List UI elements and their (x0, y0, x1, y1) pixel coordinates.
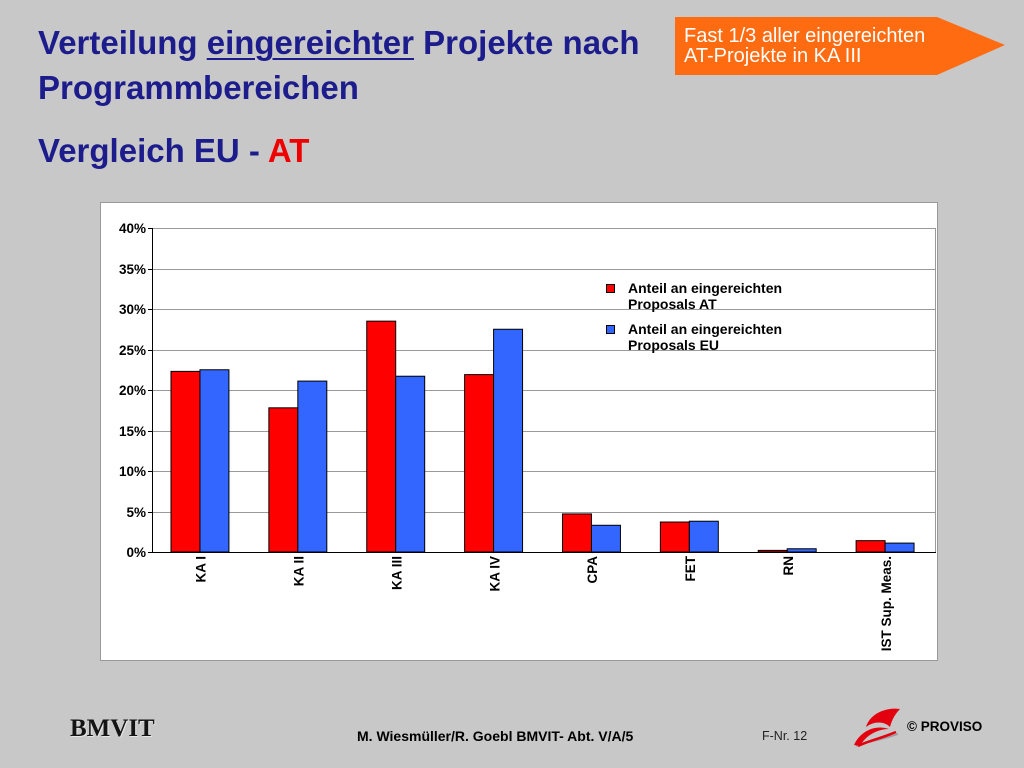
y-tick-label: 35% (119, 262, 146, 277)
proviso-logo-icon (852, 705, 902, 748)
bar-cpa-eu (590, 524, 621, 553)
bar-cpa-at (561, 513, 592, 553)
bar-ka-iii-eu (395, 375, 426, 553)
x-tick-label: CPA (585, 556, 600, 584)
y-tick-label: 10% (119, 464, 146, 479)
y-tick-label: 20% (119, 383, 146, 398)
subtitle-text: Vergleich EU - (38, 132, 260, 169)
title-text-end: Projekte nach (423, 24, 640, 61)
y-tick-label: 30% (119, 302, 146, 317)
bar-ist-sup-meas-eu (884, 542, 915, 553)
bar-ka-iii-at (366, 320, 397, 553)
x-tick-label: KA II (292, 556, 307, 586)
bar-rn-eu (786, 548, 817, 553)
x-tick-label: FET (683, 555, 698, 581)
callout-text: Fast 1/3 aller eingereichten AT-Projekte… (684, 26, 925, 66)
chart-legend: Anteil an eingereichten Proposals AT Ant… (606, 280, 806, 362)
x-tick-label: KA IV (487, 556, 502, 592)
slide-title: Verteilung eingereichter Projekte nach P… (38, 20, 640, 110)
y-tick-label: 15% (119, 424, 146, 439)
subtitle-highlight: AT (267, 132, 310, 169)
x-tick-label: KA I (194, 556, 209, 583)
legend-swatch-at (606, 284, 615, 293)
callout-line-2: AT-Projekte in KA III (684, 45, 862, 67)
bar-chart: 0% 5% 10% 15% 20% 25% 30% 35% 40% KA I KA II KA III… (100, 202, 938, 661)
y-tick-label: 5% (126, 505, 146, 520)
bar-fet-eu (688, 520, 719, 553)
bar-ka-iv-at (464, 374, 495, 553)
legend-item-eu: Anteil an eingereichten Proposals EU (606, 321, 806, 355)
bar-ka-i-at (170, 370, 201, 553)
callout-arrow: Fast 1/3 aller eingereichten AT-Projekte… (675, 17, 1005, 75)
x-tick-label: IST Sup. Meas. (879, 556, 894, 651)
x-tick-label: RN (781, 556, 796, 576)
bar-fet-at (659, 521, 690, 553)
y-tick-label: 25% (119, 343, 146, 358)
bar-ka-ii-eu (297, 380, 328, 553)
legend-item-at: Anteil an eingereichten Proposals AT (606, 280, 806, 314)
copyright-notice: © PROVISO (907, 719, 983, 734)
callout-arrow-shape (675, 17, 1005, 75)
title-text-start: Verteilung (38, 24, 198, 61)
y-tick-label: 40% (119, 221, 146, 236)
title-underlined-word: eingereichter (206, 24, 414, 61)
x-tick-label: KA III (389, 556, 404, 590)
legend-label-eu: Anteil an eingereichten Proposals EU (628, 321, 783, 353)
chart-canvas: 0% 5% 10% 15% 20% 25% 30% 35% 40% KA I KA II KA III… (119, 221, 936, 651)
bar-ka-iv-eu (493, 328, 524, 553)
bmvit-brand: BMVIT (70, 715, 155, 742)
legend-swatch-eu (606, 325, 615, 334)
title-line-1: Verteilung eingereichter Projekte nach (38, 20, 640, 65)
title-line-2: Programmbereichen (38, 69, 359, 106)
slide-subtitle: Vergleich EU - AT (38, 128, 309, 173)
callout-line-1: Fast 1/3 aller eingereichten (684, 25, 926, 47)
bar-ist-sup-meas-at (855, 540, 886, 553)
y-tick-label: 0% (126, 545, 146, 560)
page-number: F-Nr. 12 (762, 729, 808, 743)
legend-label-at: Anteil an eingereichten Proposals AT (628, 280, 783, 312)
bar-ka-ii-at (268, 407, 299, 553)
footer-authors: M. Wiesmüller/R. Goebl BMVIT- Abt. V/A/5 (357, 728, 634, 744)
bar-rn-at (757, 549, 788, 553)
bar-ka-i-eu (199, 369, 230, 553)
